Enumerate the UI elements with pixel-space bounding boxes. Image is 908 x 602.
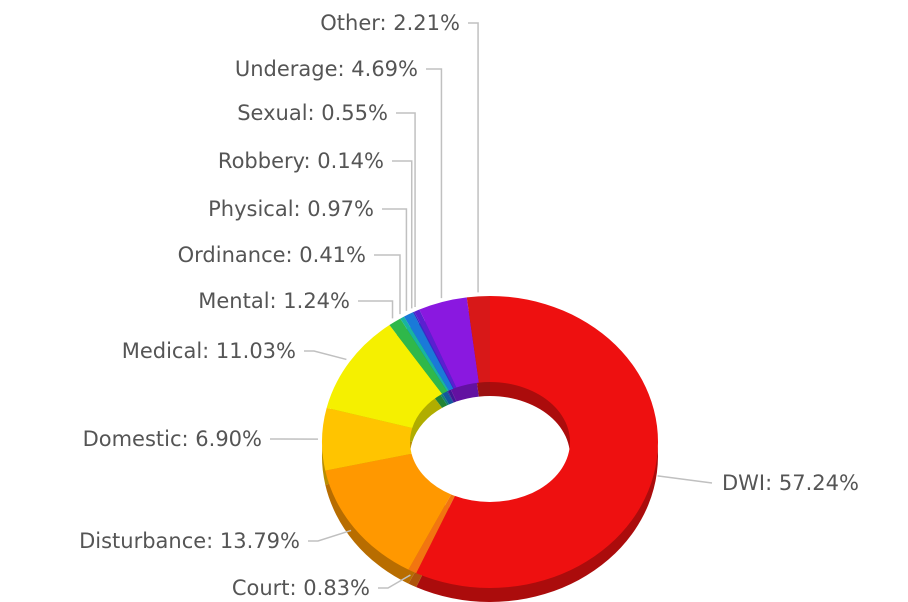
leader-line-ordinance	[374, 254, 401, 315]
slice-label-disturbance: Disturbance: 13.79%	[79, 529, 300, 553]
slice-label-medical: Medical: 11.03%	[122, 339, 296, 363]
slice-other[interactable]	[466, 296, 490, 383]
slice-label-domestic: Domestic: 6.90%	[83, 427, 262, 451]
leader-lines-layer	[270, 22, 713, 589]
slice-label-physical: Physical: 0.97%	[208, 197, 374, 221]
slice-label-other: Other: 2.21%	[320, 11, 460, 35]
slices-layer	[322, 296, 659, 588]
slice-label-dwi: DWI: 57.24%	[722, 471, 859, 495]
slice-label-sexual: Sexual: 0.55%	[237, 101, 388, 125]
slice-label-underage: Underage: 4.69%	[235, 57, 418, 81]
leader-line-court	[378, 574, 411, 589]
slice-label-robbery: Robbery: 0.14%	[218, 149, 384, 173]
leader-line-mental	[358, 300, 394, 319]
leader-line-robbery	[392, 160, 413, 309]
slice-label-court: Court: 0.83%	[232, 576, 370, 600]
leader-line-dwi	[657, 475, 713, 484]
slice-court[interactable]	[408, 494, 455, 574]
slice-ordinance[interactable]	[400, 316, 450, 392]
slice-label-mental: Mental: 1.24%	[198, 289, 350, 313]
leader-line-disturbance	[308, 529, 352, 542]
slice-sexual[interactable]	[414, 309, 457, 389]
slice-mental[interactable]	[389, 318, 448, 394]
slice-label-ordinance: Ordinance: 0.41%	[178, 243, 366, 267]
slice-domestic[interactable]	[322, 407, 413, 471]
slice-dwi[interactable]	[416, 296, 659, 588]
leader-line-underage	[426, 68, 443, 299]
slice-robbery[interactable]	[412, 311, 454, 389]
slice-underage[interactable]	[419, 297, 479, 388]
slice-physical[interactable]	[403, 312, 454, 391]
slice-labels-layer: DWI: 57.24% Court: 0.83% Disturbance: 13.7…	[79, 11, 859, 600]
slice-medical[interactable]	[326, 325, 443, 428]
leader-line-other	[468, 22, 479, 293]
leader-line-sexual	[396, 112, 416, 307]
leader-line-physical	[382, 208, 408, 311]
leader-line-medical	[304, 350, 347, 361]
slice-disturbance[interactable]	[325, 453, 452, 570]
